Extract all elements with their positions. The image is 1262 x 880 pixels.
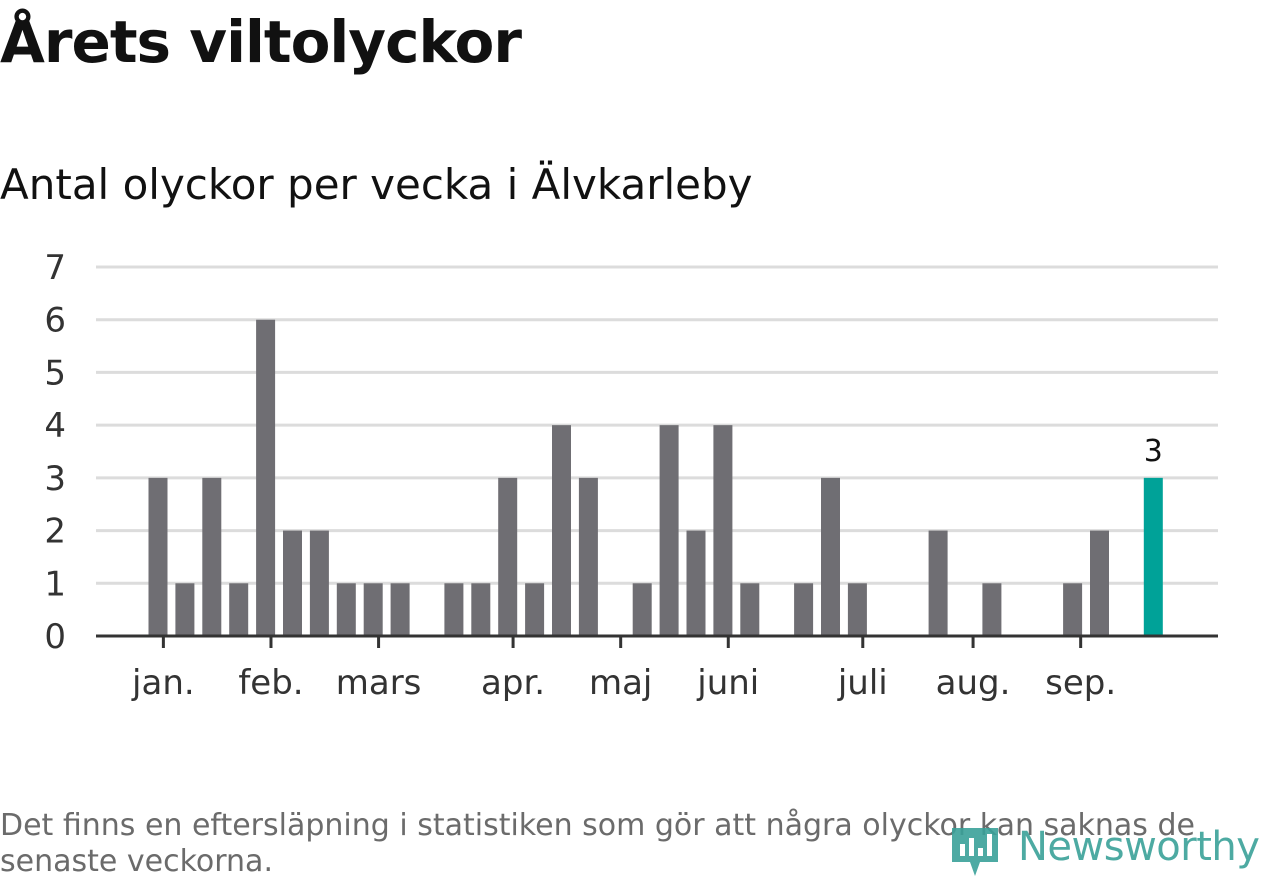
bar: [444, 583, 464, 636]
y-tick-label: 3: [44, 459, 66, 499]
bar: [1063, 583, 1083, 636]
x-tick-label: sep.: [1045, 663, 1116, 703]
x-tick-label: feb.: [238, 663, 303, 703]
bar-chart: 0 1 2 3 4 5 6 7 jan. feb. mars apr. maj juni juli aug.…: [44, 248, 1218, 703]
bar: [390, 583, 410, 636]
y-tick-label: 5: [44, 353, 66, 393]
bar: [336, 583, 356, 636]
data-labels: 3: [1144, 434, 1163, 469]
x-tick-label: aug.: [936, 663, 1011, 703]
y-tick-label: 2: [44, 512, 66, 552]
bar: [471, 583, 491, 636]
bar: [525, 583, 545, 636]
y-tick-label: 7: [44, 248, 66, 288]
bar: [175, 583, 195, 636]
bar: [552, 425, 571, 636]
y-tick-label: 0: [44, 617, 66, 657]
newsworthy-logo-icon: [952, 828, 998, 876]
bar: [363, 583, 383, 636]
bar: [821, 477, 840, 636]
x-axis-ticks: jan. feb. mars apr. maj juni juli aug. sep.: [131, 636, 1116, 703]
x-tick-label: jan.: [131, 663, 195, 703]
bar: [686, 530, 706, 636]
bar: [229, 583, 249, 636]
bar: [794, 583, 814, 636]
bar: [847, 583, 867, 636]
x-tick-label: mars: [336, 663, 422, 703]
chart-title: Årets viltolyckor: [0, 8, 522, 76]
newsworthy-logo: Newsworthy: [950, 820, 1262, 878]
x-tick-label: maj: [589, 663, 652, 703]
bar: [632, 583, 652, 636]
bar: [283, 530, 302, 636]
bars: [148, 319, 1163, 636]
bar: [928, 530, 948, 636]
bar: [578, 477, 598, 636]
bar: [202, 477, 222, 636]
bar: [740, 583, 760, 636]
chart-subtitle: Antal olyckor per vecka i Älvkarleby: [0, 160, 753, 209]
y-tick-label: 1: [44, 564, 66, 604]
x-tick-label: juli: [837, 663, 888, 703]
highlight-bar: [1143, 477, 1163, 636]
y-tick-label: 4: [44, 406, 66, 446]
highlight-data-label: 3: [1144, 434, 1163, 469]
footnote: Det finns en eftersläpning i statistiken…: [0, 808, 1195, 879]
bar: [1090, 530, 1109, 636]
x-tick-label: juni: [696, 663, 759, 703]
x-tick-label: apr.: [481, 663, 545, 703]
bar: [498, 477, 518, 636]
bar: [256, 319, 276, 636]
bar: [982, 583, 1002, 636]
bar: [309, 530, 329, 636]
bar: [148, 477, 168, 636]
bar: [713, 425, 733, 636]
y-axis-ticks: 0 1 2 3 4 5 6 7: [44, 248, 66, 657]
logo-text: Newsworthy: [1018, 824, 1260, 870]
y-tick-label: 6: [44, 301, 66, 341]
bar: [659, 425, 679, 636]
